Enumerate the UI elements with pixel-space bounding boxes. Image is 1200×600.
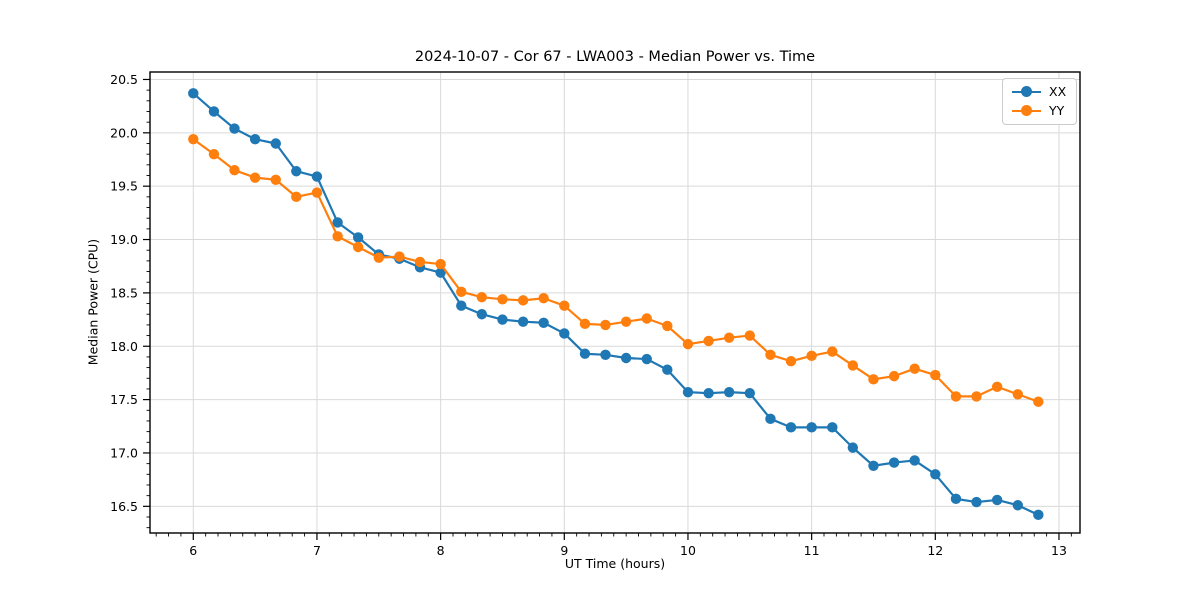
x-axis-label: UT Time (hours)	[564, 556, 666, 571]
svg-text:18.5: 18.5	[110, 285, 138, 300]
svg-text:8: 8	[437, 543, 445, 558]
legend-line-marker-xx-icon	[1012, 85, 1041, 98]
svg-text:16.5: 16.5	[110, 499, 138, 514]
svg-text:20.0: 20.0	[110, 125, 138, 140]
legend-label-xx: XX	[1049, 84, 1067, 99]
legend-line-marker-yy-icon	[1012, 104, 1041, 117]
legend-label-yy: YY	[1049, 103, 1065, 118]
legend: XX YY	[1002, 78, 1078, 125]
svg-text:7: 7	[313, 543, 321, 558]
svg-text:17.5: 17.5	[110, 392, 138, 407]
legend-item-yy: YY	[1012, 103, 1066, 118]
svg-text:19.5: 19.5	[110, 179, 138, 194]
svg-text:17.0: 17.0	[110, 445, 138, 460]
svg-text:11: 11	[804, 543, 820, 558]
svg-text:18.0: 18.0	[110, 339, 138, 354]
svg-text:20.5: 20.5	[110, 72, 138, 87]
chart-title: 2024-10-07 - Cor 67 - LWA003 - Median Po…	[414, 49, 816, 65]
svg-text:12: 12	[927, 543, 943, 558]
svg-text:6: 6	[189, 543, 197, 558]
y-axis-label: Median Power (CPU)	[85, 238, 101, 366]
svg-text:9: 9	[560, 543, 568, 558]
svg-text:10: 10	[680, 543, 696, 558]
svg-text:19.0: 19.0	[110, 232, 138, 247]
legend-item-xx: XX	[1012, 84, 1066, 99]
svg-text:13: 13	[1051, 543, 1067, 558]
